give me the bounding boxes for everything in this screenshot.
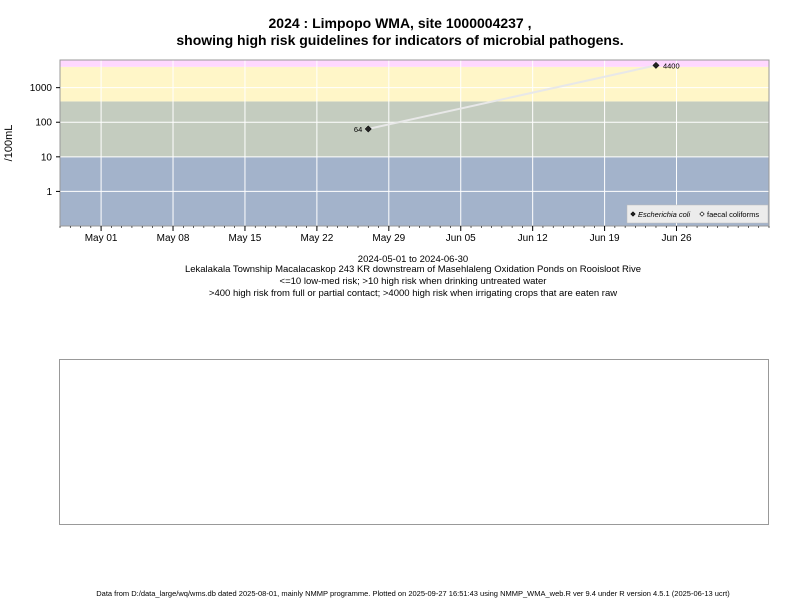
legend-label-1: faecal coliforms <box>707 210 759 219</box>
y-tick-label: 10 <box>41 152 53 163</box>
chart-title-line2: showing high risk guidelines for indicat… <box>176 32 624 48</box>
data-point <box>652 61 660 69</box>
empty-plot-panel <box>59 359 769 525</box>
x-tick-label: May 29 <box>372 233 405 244</box>
data-label: 4400 <box>663 61 680 70</box>
legend-marker-0 <box>630 211 636 217</box>
y-axis: 1 10 100 1000 <box>30 83 60 198</box>
x-tick-label: Jun 05 <box>446 233 476 244</box>
legend-box <box>626 204 769 224</box>
x-axis: May 01 May 08 May 15 May 22 May 29 Jun 05 Jun … <box>59 226 770 244</box>
guideline-caption-1: <=10 low-med risk; >10 high risk when dr… <box>279 276 547 287</box>
legend-label-0: Escherichia coli <box>638 210 690 219</box>
series-line <box>368 64 657 130</box>
data-series: 64 4400 <box>354 61 680 134</box>
legend: Escherichia coli faecal coliforms <box>626 204 769 224</box>
x-tick-label: May 22 <box>300 233 333 244</box>
x-tick-label: May 15 <box>229 233 262 244</box>
x-tick-label: Jun 12 <box>518 233 548 244</box>
plot-frame <box>59 59 770 227</box>
y-axis-label: /100mL <box>3 125 15 162</box>
grid-lines <box>60 60 769 226</box>
chart-title-line1: 2024 : Limpopo WMA, site 1000004237 , <box>268 15 532 31</box>
guideline-caption-2: >400 high risk from full or partial cont… <box>208 288 618 299</box>
y-tick-label: 100 <box>35 118 52 129</box>
x-tick-label: Jun 26 <box>662 233 692 244</box>
date-range-caption: 2024-05-01 to 2024-06-30 <box>357 254 469 265</box>
risk-bands <box>60 60 769 226</box>
legend-marker-1 <box>699 211 705 217</box>
risk-band-1 <box>60 101 769 157</box>
y-tick-label: 1 <box>46 187 52 198</box>
risk-band-3 <box>60 60 769 67</box>
footer-note: Data from D:/data_large/wq/wms.db dated … <box>96 589 730 598</box>
risk-band-2 <box>60 66 769 102</box>
x-tick-label: Jun 19 <box>590 233 620 244</box>
data-point <box>364 125 372 133</box>
y-tick-label: 1000 <box>30 83 53 94</box>
x-tick-label: May 08 <box>157 233 190 244</box>
data-label: 64 <box>354 125 362 134</box>
x-tick-label: May 01 <box>85 233 118 244</box>
site-description-caption: Lekalakala Township Macalacaskop 243 KR … <box>184 264 642 275</box>
